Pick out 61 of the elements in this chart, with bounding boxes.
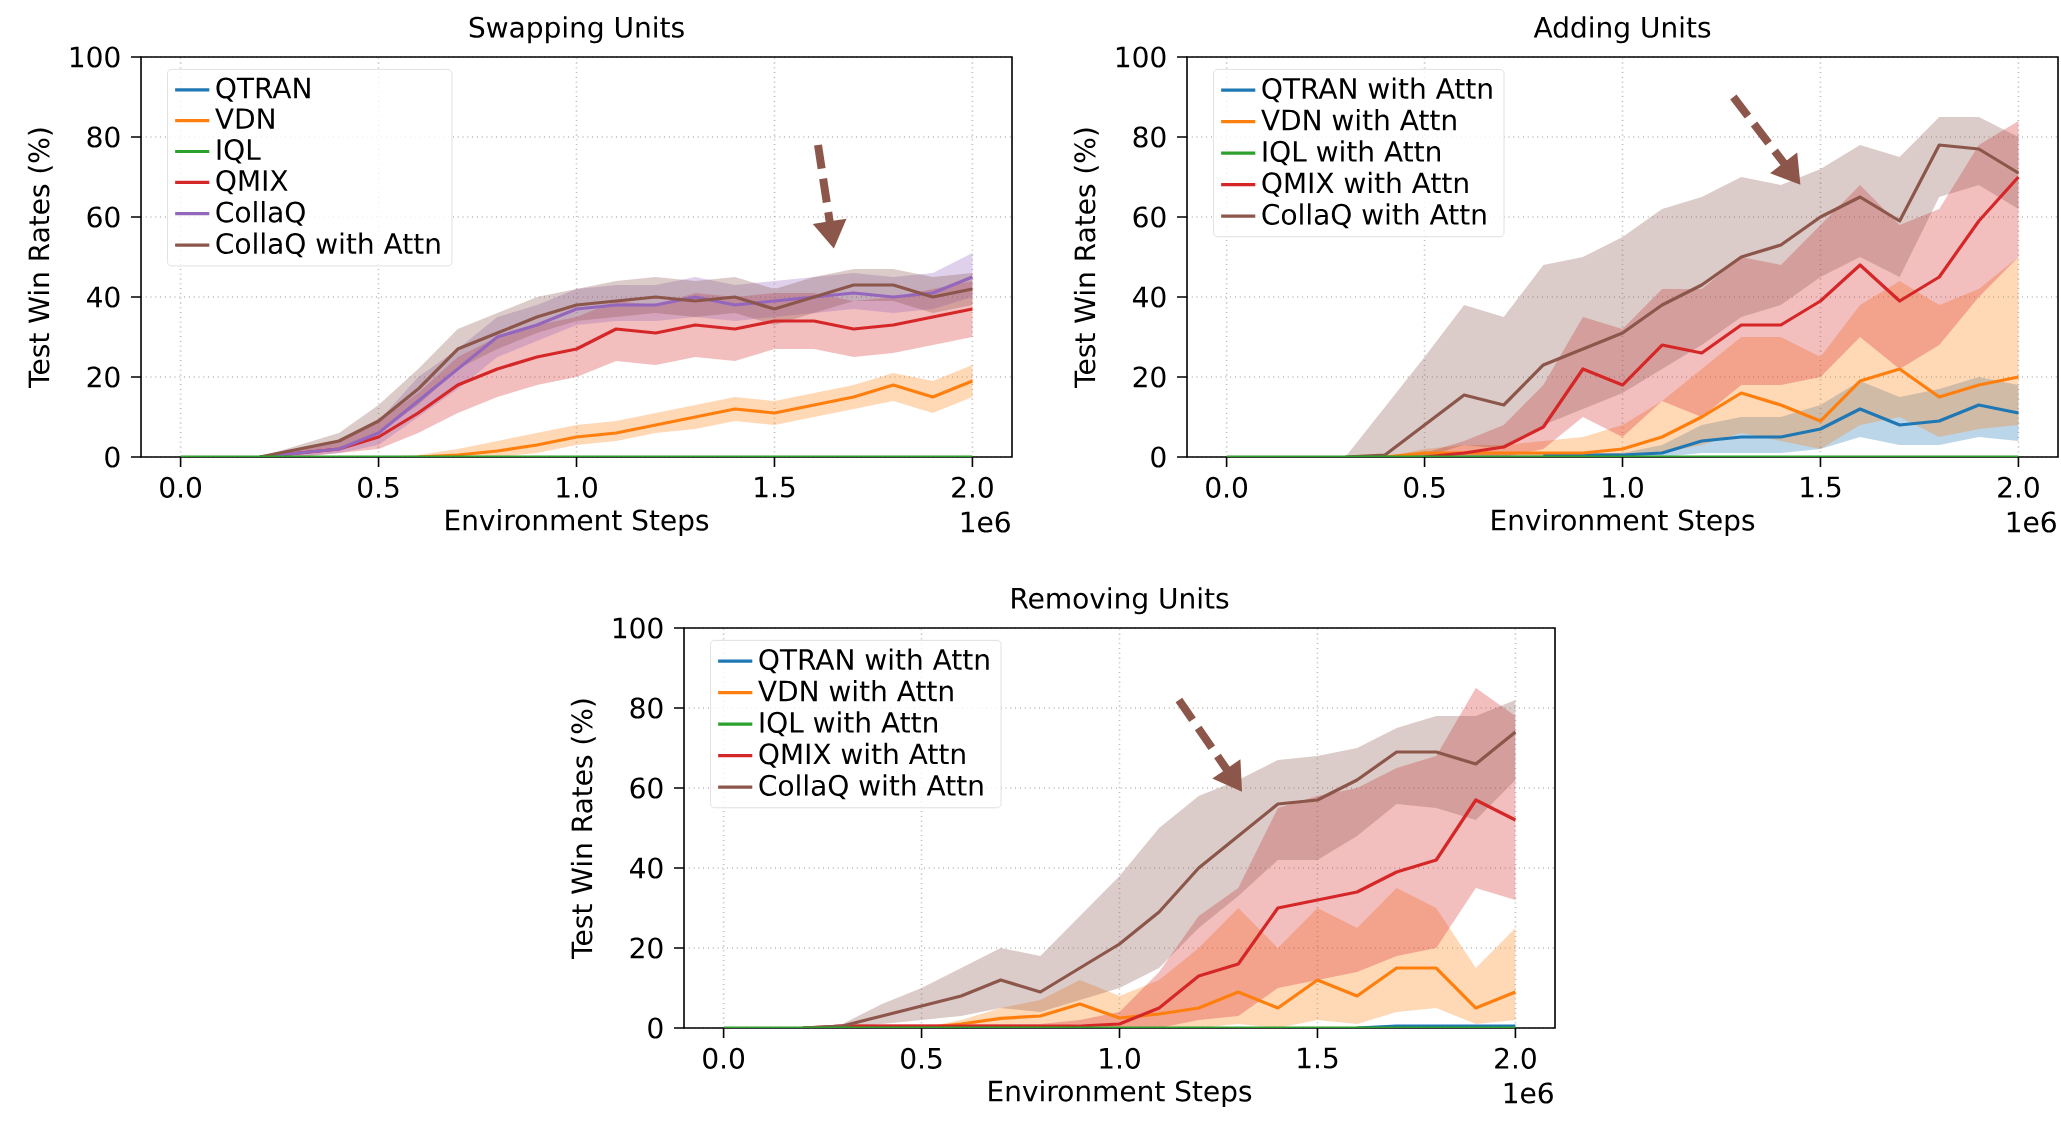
y-axis-title: Test Win Rates (%) — [1073, 128, 1099, 388]
y-tick-label: 80 — [630, 697, 663, 719]
x-tick-label: 2.0 — [1495, 1047, 1536, 1069]
legend-label: CollaQ with Attn — [216, 232, 440, 258]
x-tick-label: 1.0 — [1603, 476, 1643, 498]
chart-title: Swapping Units — [469, 16, 684, 44]
x-tick-label: 2.0 — [952, 476, 993, 498]
legend-label: VDN with Attn — [1261, 108, 1456, 131]
legend-label: CollaQ — [216, 200, 305, 226]
legend-label: QTRAN with Attn — [1262, 77, 1492, 103]
x-tick-label: 0.0 — [703, 1047, 745, 1069]
y-tick-label: 100 — [70, 46, 120, 68]
y-tick-label: 20 — [87, 366, 120, 388]
text: 1e6 — [2007, 511, 2056, 533]
x-tick-label: 0.5 — [1404, 476, 1445, 498]
chart-title: Removing Units — [1012, 587, 1229, 615]
x-tick-label: 2.0 — [1998, 476, 2039, 498]
legend-label: IQL — [217, 138, 261, 164]
y-tick-label: 80 — [87, 126, 120, 148]
x-axis-title: Environment Steps — [989, 1079, 1252, 1108]
legend-label: CollaQ with Attn — [759, 774, 983, 800]
x-tick-label: 0.0 — [160, 476, 202, 498]
y-tick-label: 100 — [613, 617, 663, 639]
y-tick-label: 20 — [630, 937, 663, 959]
chart-title: Adding Units — [1533, 16, 1711, 44]
legend-label: QTRAN with Attn — [759, 648, 989, 674]
legend-label: CollaQ with Attn — [1262, 203, 1486, 229]
y-tick-label: 60 — [87, 206, 120, 228]
legend-label: VDN with Attn — [758, 679, 953, 702]
x-tick-label: 0.5 — [901, 1047, 942, 1069]
y-tick-label: 20 — [1133, 366, 1166, 388]
y-tick-label: 0 — [105, 446, 120, 468]
legend-label: QMIX — [216, 169, 288, 195]
y-tick-label: 100 — [1116, 46, 1166, 68]
text: 1e6 — [961, 511, 1010, 533]
x-tick-label: 1.5 — [1801, 476, 1841, 498]
text: 1e6 — [1504, 1082, 1553, 1104]
x-tick-label: 1.5 — [755, 476, 795, 498]
x-tick-label: 0.5 — [358, 476, 399, 498]
y-tick-label: 60 — [630, 777, 663, 799]
y-tick-label: 80 — [1133, 126, 1166, 148]
legend-label: IQL with Attn — [760, 711, 937, 737]
y-tick-label: 60 — [1133, 206, 1166, 228]
y-tick-label: 40 — [87, 286, 120, 308]
y-tick-label: 0 — [648, 1017, 663, 1039]
legend-label: VDN — [215, 108, 274, 129]
legend-label: IQL with Attn — [1263, 140, 1440, 166]
legend-label: QMIX with Attn — [759, 742, 965, 768]
y-tick-label: 40 — [630, 857, 663, 879]
y-tick-label: 0 — [1151, 446, 1166, 468]
legend-label: QTRAN — [216, 77, 310, 102]
x-axis-title: Environment Steps — [1492, 508, 1755, 537]
y-axis-title: Test Win Rates (%) — [27, 128, 53, 388]
x-tick-label: 1.0 — [557, 476, 597, 498]
x-tick-label: 1.5 — [1298, 1047, 1338, 1069]
x-tick-label: 0.0 — [1206, 476, 1248, 498]
y-tick-label: 40 — [1133, 286, 1166, 308]
x-tick-label: 1.0 — [1100, 1047, 1140, 1069]
x-axis-title: Environment Steps — [446, 508, 709, 537]
legend-label: QMIX with Attn — [1262, 171, 1468, 197]
y-axis-title: Test Win Rates (%) — [570, 699, 596, 959]
